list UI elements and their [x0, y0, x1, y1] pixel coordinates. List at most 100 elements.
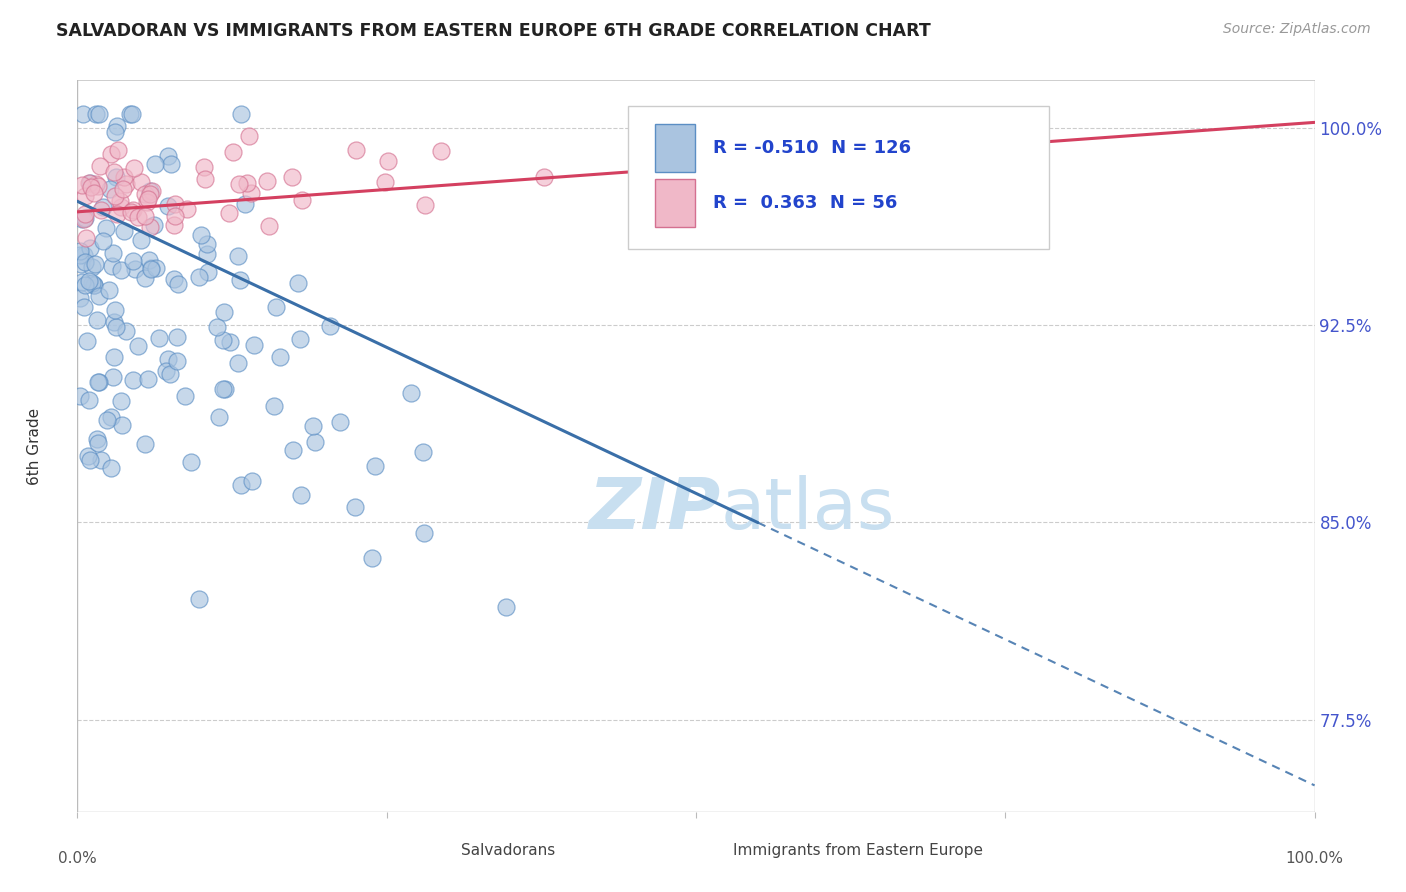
Point [105, 119, 128, 133]
Point [89, 375, 111, 389]
Point [290, 488, 312, 502]
Point [110, 263, 132, 277]
Point [134, 271, 156, 285]
Point [100, 409, 122, 424]
Point [80, 180, 103, 194]
Point [141, 184, 163, 198]
Point [193, 161, 215, 175]
Point [90, 203, 112, 218]
Point [157, 352, 180, 367]
Point [73, 248, 96, 262]
Point [108, 194, 131, 208]
Text: 100.0%: 100.0% [1285, 851, 1344, 866]
Text: Immigrants from Eastern Europe: Immigrants from Eastern Europe [733, 843, 983, 858]
Point [73, 278, 96, 293]
Point [70, 211, 93, 226]
Point [190, 227, 212, 242]
Point [73, 300, 96, 314]
Point [84, 107, 107, 121]
Point [290, 332, 312, 346]
Point [103, 350, 125, 364]
Text: ZIP: ZIP [589, 475, 721, 543]
Point [76, 449, 98, 463]
FancyBboxPatch shape [628, 106, 1049, 249]
Point [75, 206, 97, 220]
Point [105, 207, 128, 221]
Point [111, 418, 134, 433]
Point [243, 338, 266, 352]
Point [110, 394, 132, 409]
Point [83, 186, 105, 201]
Point [134, 210, 156, 224]
Point [115, 325, 138, 339]
Point [360, 550, 382, 565]
Point [156, 199, 179, 213]
Point [238, 129, 260, 144]
Point [139, 262, 162, 277]
Point [75, 231, 97, 245]
Point [166, 353, 188, 368]
Point [112, 223, 135, 237]
Text: 0.0%: 0.0% [58, 851, 97, 866]
Point [91, 200, 114, 214]
Point [122, 373, 145, 387]
Point [103, 164, 125, 178]
Point [304, 434, 326, 449]
Point [87, 179, 110, 194]
Point [155, 364, 177, 378]
Point [84, 177, 107, 191]
Point [143, 157, 166, 171]
Point [343, 500, 366, 515]
Point [103, 315, 125, 329]
Point [129, 233, 152, 247]
Point [115, 177, 138, 191]
Point [83, 277, 105, 292]
Point [83, 257, 105, 271]
Point [218, 334, 240, 349]
Point [136, 372, 159, 386]
Point [118, 107, 141, 121]
Point [79, 453, 101, 467]
Point [76, 334, 98, 349]
Point [145, 260, 167, 275]
FancyBboxPatch shape [423, 837, 454, 864]
Point [205, 319, 228, 334]
FancyBboxPatch shape [655, 124, 695, 171]
Point [212, 333, 235, 347]
Point [412, 445, 434, 459]
Point [96, 413, 118, 427]
Point [73, 189, 96, 203]
Point [127, 339, 149, 353]
Point [120, 204, 142, 219]
Point [87, 376, 110, 390]
Point [127, 210, 149, 224]
Point [364, 459, 387, 474]
Point [69, 292, 91, 306]
Point [163, 218, 186, 232]
FancyBboxPatch shape [655, 179, 695, 227]
Point [269, 350, 291, 364]
Point [139, 186, 162, 201]
Point [413, 526, 436, 541]
Point [233, 197, 256, 211]
Point [263, 399, 285, 413]
Point [104, 188, 127, 202]
Point [280, 169, 302, 184]
Point [212, 305, 235, 319]
Point [302, 419, 325, 434]
Point [100, 461, 122, 475]
Point [77, 274, 100, 288]
Point [163, 197, 186, 211]
Point [94, 220, 117, 235]
Text: 6th Grade: 6th Grade [27, 408, 42, 484]
Point [166, 277, 188, 292]
Point [104, 125, 127, 139]
Point [229, 478, 252, 492]
Point [86, 313, 108, 327]
Point [72, 107, 94, 121]
Point [163, 272, 186, 286]
Point [139, 220, 162, 235]
Point [229, 107, 252, 121]
Point [70, 178, 93, 192]
Point [374, 176, 396, 190]
